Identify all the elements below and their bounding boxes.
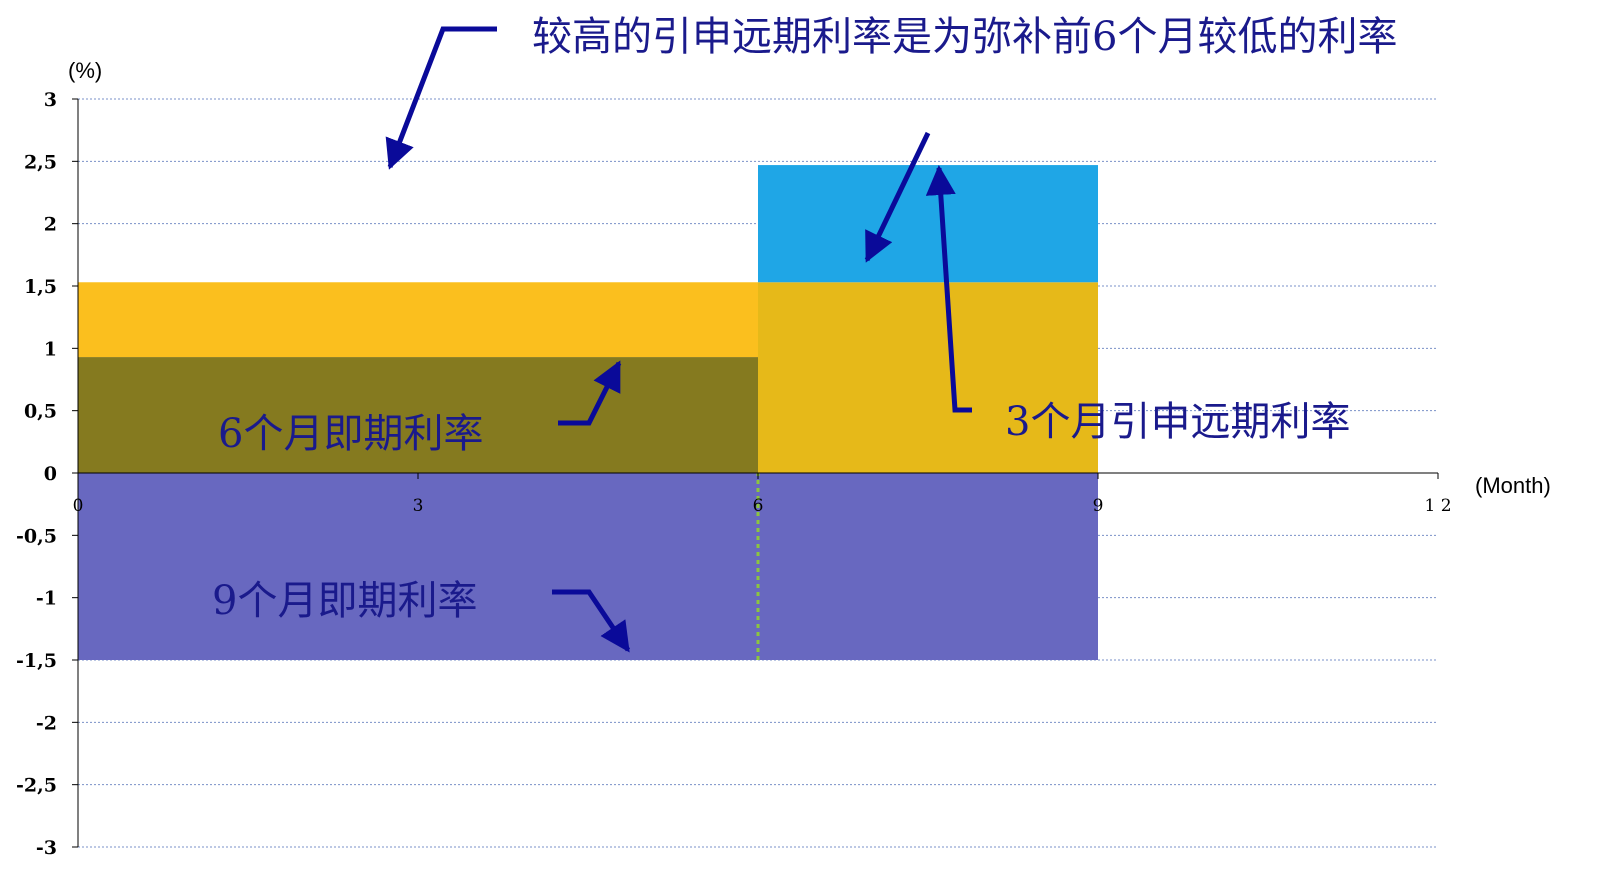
- rate-block-forward-lower: [758, 282, 1098, 473]
- y-tick-labels: 3 2,5 2 1,5 1 0,5 0 -0,5 -1 -1,5 -2 -2,5 -3: [16, 89, 57, 859]
- x-unit-label: (Month): [1475, 473, 1551, 498]
- axes: [72, 98, 1439, 848]
- nine-month-spot-arrow: [552, 589, 631, 653]
- y-tick-label: -0,5: [16, 525, 57, 547]
- y-tick-label: -2: [36, 712, 57, 734]
- y-tick-label: -3: [36, 837, 57, 859]
- x-tick-label: 0: [73, 496, 84, 516]
- rate-blocks: [78, 165, 1098, 660]
- y-tick-label: 3: [44, 89, 57, 111]
- top-note-arrow: [385, 26, 497, 170]
- x-tick-label: 6: [753, 496, 764, 516]
- x-tick-labels: 0 3 6 9 1 2: [73, 496, 1452, 516]
- nine-month-spot-annotation: 9个月即期利率: [212, 578, 477, 624]
- y-tick-label: 1: [44, 338, 57, 360]
- y-tick-label: -1: [36, 588, 57, 610]
- annotation-arrows: [385, 26, 972, 653]
- y-tick-label: -1,5: [16, 650, 57, 672]
- rate-block-9-month-spot: [78, 473, 1098, 660]
- y-tick-label: 0,5: [24, 401, 57, 423]
- top-note-annotation: 较高的引申远期利率是为弥补前6个月较低的利率: [532, 14, 1397, 60]
- y-tick-label: 1,5: [24, 276, 57, 298]
- x-tick-label: 9: [1093, 496, 1104, 516]
- y-tick-label: 0: [44, 463, 57, 485]
- six-month-spot-arrow: [558, 360, 622, 426]
- x-tick-label: 1 2: [1424, 496, 1451, 516]
- y-tick-label: 2: [44, 214, 57, 236]
- six-month-spot-annotation: 6个月即期利率: [218, 411, 483, 457]
- rate-block-6-month-spot: [78, 357, 758, 473]
- x-tick-label: 3: [413, 496, 424, 516]
- y-tick-label: -2,5: [16, 775, 57, 797]
- three-month-forward-arrow: [925, 165, 972, 413]
- y-tick-label: 2,5: [24, 151, 57, 173]
- forward-block-arrow: [864, 131, 931, 263]
- y-unit-label: (%): [68, 58, 102, 83]
- rate-block-forward-upper: [758, 165, 1098, 283]
- three-month-forward-annotation: 3个月引申远期利率: [1005, 399, 1350, 445]
- rate-block-6-month-upper: [78, 282, 758, 358]
